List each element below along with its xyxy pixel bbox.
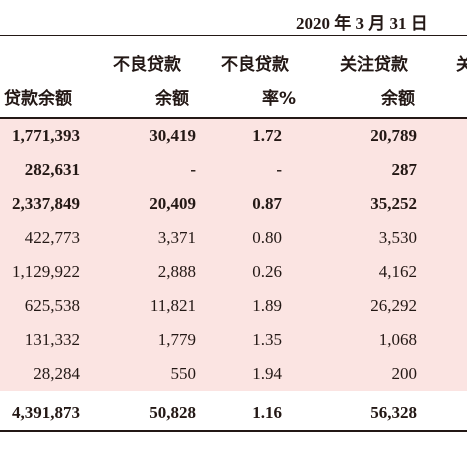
cell-npl-balance: 550: [170, 364, 197, 383]
cell-npl-ratio: 1.72: [252, 126, 282, 145]
header-bottom-rule: [0, 117, 467, 119]
cell-special-mention-balance: 287: [391, 160, 418, 179]
cell-npl-ratio: 1.16: [252, 403, 282, 422]
table-row: 131,332 1,779 1.35 1,068: [0, 323, 467, 357]
cell-npl-ratio: 0.87: [252, 194, 282, 213]
cell-loan-balance: 422,773: [24, 228, 80, 247]
table-row: 28,284 550 1.94 200: [0, 357, 467, 391]
cell-npl-ratio: 0.26: [252, 262, 282, 281]
table-row: 282,631 - - 287: [0, 153, 467, 187]
cell-loan-balance: 28,284: [33, 364, 80, 383]
header-col4-line2: 余额: [381, 89, 415, 109]
table-top-rule: [0, 35, 467, 36]
cell-npl-balance: 1,779: [157, 330, 196, 349]
table-row: 422,773 3,371 0.80 3,530: [0, 221, 467, 255]
cell-npl-ratio: 1.35: [252, 330, 282, 349]
cell-special-mention-balance: 56,328: [370, 403, 417, 422]
cell-loan-balance: 131,332: [24, 330, 80, 349]
cell-special-mention-balance: 200: [391, 364, 418, 383]
table-row: 1,129,922 2,888 0.26 4,162: [0, 255, 467, 289]
cell-npl-balance: 2,888: [157, 262, 196, 281]
cell-npl-balance: 3,371: [157, 228, 196, 247]
cell-npl-ratio: -: [276, 160, 282, 179]
cell-npl-ratio: 1.94: [252, 364, 282, 383]
header-col3-line1: 不良贷款: [221, 55, 289, 75]
cell-loan-balance: 1,771,393: [12, 126, 80, 145]
cell-special-mention-balance: 3,530: [378, 228, 417, 247]
cell-npl-balance: 20,409: [149, 194, 196, 213]
header-col3-line2: 率%: [262, 89, 297, 109]
cell-special-mention-balance: 4,162: [378, 262, 417, 281]
header-col2-line1: 不良贷款: [113, 55, 181, 75]
cell-npl-balance: 30,419: [149, 126, 196, 145]
cell-npl-balance: -: [190, 160, 196, 179]
cell-npl-ratio: 1.89: [252, 296, 282, 315]
cell-loan-balance: 625,538: [24, 296, 80, 315]
cell-special-mention-balance: 35,252: [370, 194, 417, 213]
cell-loan-balance: 2,337,849: [12, 194, 80, 213]
cell-special-mention-balance: 1,068: [378, 330, 417, 349]
header-col4-line1: 关注贷款: [340, 55, 408, 75]
cell-npl-balance: 50,828: [149, 403, 196, 422]
cell-loan-balance: 282,631: [24, 160, 80, 179]
header-col2-line2: 余额: [155, 89, 189, 109]
header-col1-line2: 贷款余额: [4, 89, 72, 109]
cell-special-mention-balance: 20,789: [370, 126, 417, 145]
table-row-total: 4,391,873 50,828 1.16 56,328: [0, 396, 467, 430]
table-row: 1,771,393 30,419 1.72 20,789: [0, 119, 467, 153]
table-body: 1,771,393 30,419 1.72 20,789 282,631 - -…: [0, 119, 467, 430]
cell-npl-balance: 11,821: [149, 296, 196, 315]
table-bottom-rule: [0, 430, 467, 432]
cell-loan-balance: 4,391,873: [12, 403, 80, 422]
table-row: 625,538 11,821 1.89 26,292: [0, 289, 467, 323]
cell-npl-ratio: 0.80: [252, 228, 282, 247]
cell-loan-balance: 1,129,922: [12, 262, 80, 281]
header-col5-partial: 关: [456, 55, 467, 75]
cell-special-mention-balance: 26,292: [370, 296, 417, 315]
table-row: 2,337,849 20,409 0.87 35,252: [0, 187, 467, 221]
report-date: 2020 年 3 月 31 日: [296, 14, 428, 33]
